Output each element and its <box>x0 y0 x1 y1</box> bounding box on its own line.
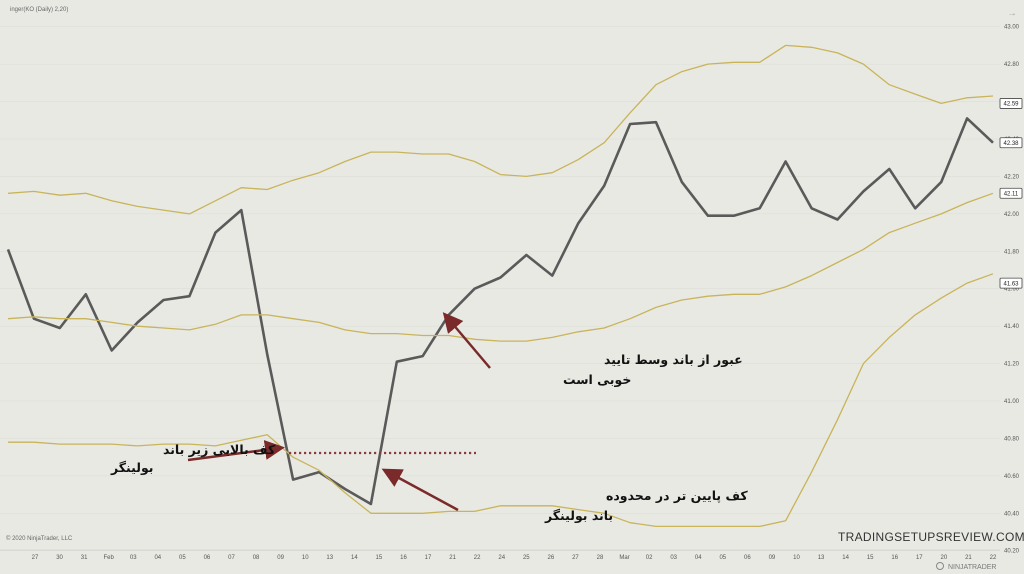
copyright-text: © 2020 NinjaTrader, LLC <box>6 535 73 542</box>
annotation-middle-line2: خوبی است <box>563 372 631 387</box>
instrument-label: inger(KO (Daily) 2,20) <box>10 7 68 13</box>
annotation-arrow-lower-low <box>381 468 459 512</box>
x-tick-label: 21 <box>965 555 972 561</box>
y-tick-label: 40.80 <box>1004 436 1020 442</box>
x-tick-label: 28 <box>597 555 604 561</box>
x-tick-label: 05 <box>719 555 726 561</box>
price-tag-label: 41.63 <box>1003 281 1019 287</box>
x-tick-label: 09 <box>769 555 776 561</box>
annotation-lower-low-line2: باند بولینگر <box>544 508 613 523</box>
series-line-price <box>6 117 994 506</box>
series-line-middle <box>7 192 994 342</box>
y-tick-label: 43.00 <box>1004 25 1020 31</box>
y-tick-label: 41.40 <box>1004 324 1020 330</box>
x-tick-label: 27 <box>572 555 579 561</box>
x-tick-label: 27 <box>32 555 39 561</box>
series-line-lower_outer <box>8 273 994 528</box>
x-tick-label: 14 <box>842 555 849 561</box>
x-tick-label: 21 <box>449 555 456 561</box>
annotation-higher-low-line1: کف بالایی زیر باند <box>163 442 276 457</box>
price-tags: 42.59 42.38 42.11 41.63 <box>999 98 1023 289</box>
price-tag-label: 42.59 <box>1003 102 1019 108</box>
arrow-right-icon[interactable]: → <box>1007 8 1017 19</box>
x-tick-label: 08 <box>253 555 260 561</box>
grid <box>0 26 1000 551</box>
y-tick-label: 42.80 <box>1004 62 1020 68</box>
y-tick-label: 40.20 <box>1004 549 1020 555</box>
x-tick-label: 22 <box>474 555 481 561</box>
x-tick-label: 13 <box>818 555 825 561</box>
price-tag-box <box>999 98 1023 109</box>
x-tick-label: 10 <box>302 555 309 561</box>
ninjatrader-logo: NINJATRADER <box>936 562 996 571</box>
x-tick-label: 25 <box>523 555 530 561</box>
x-tick-label: 03 <box>670 555 677 561</box>
annotation-higher-low-line2: بولینگر <box>110 460 153 475</box>
x-tick-label: Feb <box>104 555 115 561</box>
x-tick-label: 13 <box>326 555 333 561</box>
x-tick-label: Mar <box>619 555 629 561</box>
x-axis: 27 30 31 Feb 03 04 05 06 07 08 09 10 13 14 15 16 17 21 22 2… <box>0 549 1000 561</box>
watermark-text: TRADINGSETUPSREVIEW.COM <box>838 530 1024 544</box>
x-tick-label: 06 <box>744 555 751 561</box>
x-tick-label: 04 <box>154 555 161 561</box>
x-tick-label: 17 <box>916 555 923 561</box>
x-tick-label: 04 <box>695 555 702 561</box>
x-tick-label: 16 <box>891 555 898 561</box>
y-tick-label: 42.20 <box>1004 174 1020 180</box>
y-tick-label: 40.60 <box>1004 474 1020 480</box>
x-tick-label: 26 <box>548 555 555 561</box>
x-tick-label: 15 <box>376 555 383 561</box>
x-tick-label: 02 <box>646 555 653 561</box>
price-tag-box <box>999 187 1023 199</box>
annotation-arrow-middle <box>442 312 491 369</box>
x-tick-label: 03 <box>130 555 137 561</box>
x-tick-label: 14 <box>351 555 358 561</box>
annotation-lower-low-line1: کف پایین تر در محدوده <box>606 488 748 503</box>
series-line-upper_outer <box>7 44 994 215</box>
x-tick-label: 20 <box>941 555 948 561</box>
x-tick-label: 10 <box>793 555 800 561</box>
x-tick-label: 07 <box>228 555 235 561</box>
x-tick-label: 22 <box>990 555 997 561</box>
x-tick-label: 09 <box>277 555 284 561</box>
price-tag-label: 42.11 <box>1004 191 1019 197</box>
series-layer <box>6 44 994 528</box>
y-tick-label: 41.00 <box>1004 399 1020 405</box>
y-tick-label: 41.20 <box>1004 362 1020 368</box>
x-tick-label: 30 <box>56 555 63 561</box>
price-tag-box <box>999 137 1023 149</box>
x-tick-label: 24 <box>498 555 505 561</box>
y-tick-label: 40.40 <box>1004 511 1020 517</box>
x-tick-label: 05 <box>179 555 186 561</box>
y-tick-label: 41.80 <box>1004 249 1020 255</box>
x-tick-label: 17 <box>425 555 432 561</box>
price-tag-label: 42.38 <box>1003 141 1019 147</box>
svg-text:NINJATRADER: NINJATRADER <box>948 564 996 571</box>
annotation-arrow-higher-low <box>187 440 285 462</box>
x-tick-label: 31 <box>81 555 88 561</box>
x-tick-label: 06 <box>204 555 211 561</box>
price-tag-box <box>999 277 1023 289</box>
x-tick-label: 16 <box>400 555 407 561</box>
y-tick-label: 41.60 <box>1004 287 1020 293</box>
y-tick-label: 42.00 <box>1004 212 1020 218</box>
annotation-middle-line1: عبور از باند وسط تایید <box>604 352 743 367</box>
x-tick-label: 15 <box>867 555 874 561</box>
